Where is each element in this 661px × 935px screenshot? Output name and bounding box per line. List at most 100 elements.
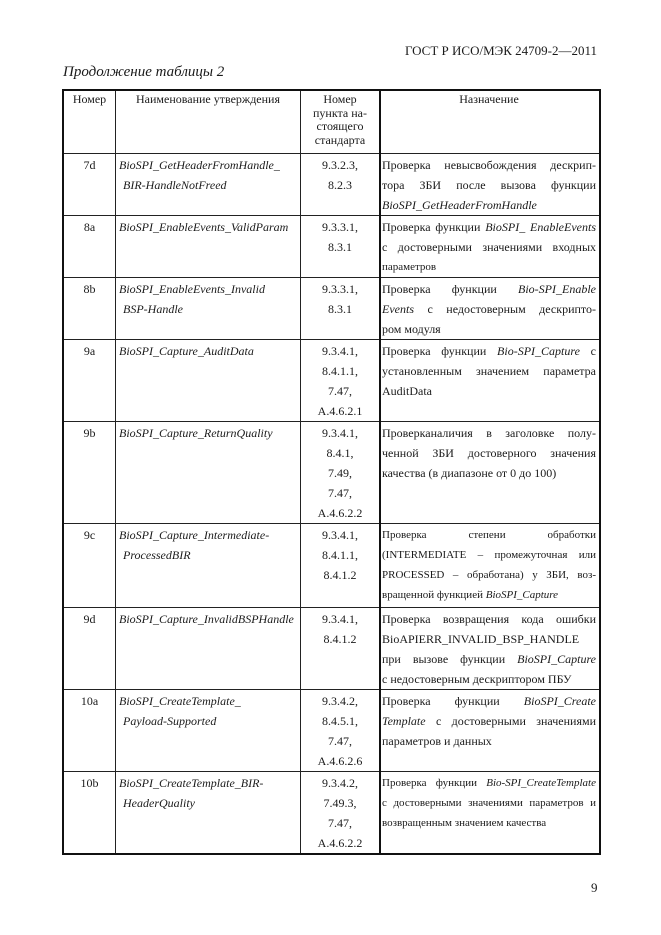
purpose: Проверка функции Bio-SPI_Enable Events с … xyxy=(379,276,601,340)
row-number: 9a xyxy=(62,338,116,422)
assertion-name: BioSPI_CreateTemplate_BIR- HeaderQuality xyxy=(115,770,301,855)
assertion-name: BioSPI_Capture_ReturnQuality xyxy=(115,420,301,524)
clause-number: 9.3.3.1, xyxy=(322,219,358,234)
purpose-text: Проверка функции xyxy=(382,776,487,789)
clause-number: 8.4.1.2 xyxy=(323,567,357,582)
row-number: 10a xyxy=(62,688,116,772)
purpose-line: Проверка функции BioSPI_ EnableEvents xyxy=(382,217,596,237)
table-row: 9c BioSPI_Capture_Intermediate- ProcessedB… xyxy=(62,522,601,608)
clause-number: A.4.6.2.2 xyxy=(317,505,363,520)
assertion-name: BioSPI_GetHeaderFromHandle_ BIR-HandleNot… xyxy=(115,152,301,216)
purpose-line: при вызове функции BioSPI_Capture xyxy=(382,649,596,669)
function-name: BioSPI_Capture xyxy=(485,588,559,601)
clause-numbers: 9.3.4.1, 8.4.1.1, 7.47, A.4.6.2.1 xyxy=(300,338,381,422)
purpose: Проверка функции BioSPI_ EnableEvents с д… xyxy=(379,214,601,278)
purpose-text: PROCESSED – обработана) у ЗБИ, воз- xyxy=(382,568,596,581)
purpose-line: Проверка невысвобождения дескрип- xyxy=(382,155,596,175)
clause-number: 7.49.3, xyxy=(323,795,357,810)
table-row: 10a BioSPI_CreateTemplate_ Payload-Support… xyxy=(62,688,601,772)
clause-number: A.4.6.2.1 xyxy=(317,403,363,418)
function-name: Bio-SPI_CreateTemplate xyxy=(486,776,596,789)
table-row: 9a BioSPI_Capture_AuditData 9.3.4.1, 8.4.1.… xyxy=(62,338,601,422)
purpose-text: BioAPIERR_INVALID_BSP_HANDLE xyxy=(382,631,580,646)
purpose-text: параметров xyxy=(382,260,437,273)
clause-numbers: 9.3.3.1, 8.3.1 xyxy=(300,276,381,340)
clause-number: 7.47, xyxy=(328,383,352,398)
purpose: Проверка невысвобождения дескрип-тора ЗБ… xyxy=(379,152,601,216)
purpose-line: тора ЗБИ после вызова функции xyxy=(382,175,596,195)
purpose-text: с достоверными значениями xyxy=(425,713,596,728)
assertion-name-line: Payload-Supported xyxy=(123,713,217,728)
row-number: 10b xyxy=(62,770,116,855)
purpose-line: установленным значением параметра xyxy=(382,361,596,381)
purpose-text: с недостоверным дескрипто- xyxy=(414,301,596,316)
row-number: 9b xyxy=(62,420,116,524)
purpose-line: ром модуля xyxy=(382,319,596,339)
purpose-text: возвращенным значением качества xyxy=(382,816,547,829)
function-name: BioSPI_Create xyxy=(523,693,596,708)
assertion-name-line: BioSPI_GetHeaderFromHandle_ xyxy=(119,157,280,172)
clause-number: 8.4.1.1, xyxy=(322,363,358,378)
clause-number: A.4.6.2.6 xyxy=(317,753,363,768)
header-clause-line: стоящего xyxy=(316,119,364,133)
purpose-text: Проверка функции xyxy=(382,281,519,296)
table-row: 9d BioSPI_Capture_InvalidBSPHandle 9.3.4.1… xyxy=(62,606,601,690)
assertion-name-line: BioSPI_EnableEvents_ValidParam xyxy=(119,219,289,234)
assertion-name: BioSPI_Capture_InvalidBSPHandle xyxy=(115,606,301,690)
function-name: Bio-SPI_Enable xyxy=(518,281,596,296)
clause-numbers: 9.3.4.2, 8.4.5.1, 7.47, A.4.6.2.6 xyxy=(300,688,381,772)
header-clause-line: стандарта xyxy=(314,132,366,147)
row-number: 9d xyxy=(62,606,116,690)
clause-number: 9.3.4.1, xyxy=(322,425,358,440)
purpose-text: ченной ЗБИ достоверного значения xyxy=(382,445,596,460)
assertions-table: Номер Наименование утверждения Номер пун… xyxy=(62,89,601,855)
assertion-name: BioSPI_Capture_Intermediate- ProcessedBIR xyxy=(115,522,301,608)
purpose-line: Проверка функции Bio-SPI_CreateTemplate xyxy=(382,773,596,793)
purpose: Проверканаличия в заголовке полу-ченной … xyxy=(379,420,601,524)
purpose-text: Проверка функции xyxy=(382,343,498,358)
purpose: Проверка возвращения кода ошибки BioAPIER… xyxy=(379,606,601,690)
assertion-name-line: HeaderQuality xyxy=(123,795,195,810)
header-purpose: Назначение xyxy=(379,89,601,154)
row-number: 8a xyxy=(62,214,116,278)
page-header: ГОСТ Р ИСО/МЭК 24709-2—2011 xyxy=(404,43,597,58)
page-number: 9 xyxy=(591,880,598,895)
assertion-name-line: BioSPI_EnableEvents_Invalid xyxy=(119,281,265,296)
purpose-line: Events с недостоверным дескрипто- xyxy=(382,299,596,319)
function-name: Bio-SPI_Capture xyxy=(497,343,580,358)
assertion-name-line: BSP-Handle xyxy=(123,301,183,316)
purpose-text: с xyxy=(579,343,596,358)
header-clause: Номер пункта на- стоящего стандарта xyxy=(300,89,381,154)
clause-number: 8.2.3 xyxy=(328,177,352,192)
clause-number: 8.4.1, xyxy=(326,445,354,460)
purpose-text: при вызове функции xyxy=(382,651,518,666)
purpose-text: Проверканаличия в заголовке полу- xyxy=(382,425,596,440)
assertion-name-line: BioSPI_CreateTemplate_ xyxy=(119,693,241,708)
purpose-line: возвращенным значением качества xyxy=(382,813,596,833)
clause-number: 9.3.4.1, xyxy=(322,611,358,626)
purpose-line: качества (в диапазоне от 0 до 100) xyxy=(382,463,596,483)
purpose-text: Проверка степени обработки xyxy=(382,528,596,541)
function-name: BioSPI_ EnableEvents xyxy=(485,219,596,234)
clause-number: 9.3.4.1, xyxy=(322,343,358,358)
purpose-text: параметров и данных xyxy=(382,733,492,748)
clause-number: 7.47, xyxy=(328,733,352,748)
purpose-text: с достоверными значениями входных xyxy=(382,239,596,254)
purpose-text: Проверка функции xyxy=(382,219,486,234)
table-header-row: Номер Наименование утверждения Номер пун… xyxy=(62,89,601,154)
header-number: Номер xyxy=(62,89,116,154)
purpose-text: Проверка невысвобождения дескрип- xyxy=(382,157,596,172)
assertion-name-line: BioSPI_Capture_AuditData xyxy=(119,343,254,358)
clause-number: 9.3.4.2, xyxy=(322,693,358,708)
assertion-name-line: BioSPI_Capture_ReturnQuality xyxy=(119,425,273,440)
function-name: BioSPI_GetHeaderFromHandle xyxy=(382,197,537,212)
clause-number: 8.3.1 xyxy=(328,301,352,316)
purpose-text: Проверка функции xyxy=(382,693,524,708)
function-name: Template xyxy=(382,713,426,728)
row-number: 7d xyxy=(62,152,116,216)
clause-number: A.4.6.2.2 xyxy=(317,835,363,850)
clause-number: 9.3.4.2, xyxy=(322,775,358,790)
assertion-name-line: BIR-HandleNotFreed xyxy=(123,177,227,192)
clause-number: 9.3.2.3, xyxy=(322,157,358,172)
purpose-line: Проверка степени обработки xyxy=(382,525,596,545)
